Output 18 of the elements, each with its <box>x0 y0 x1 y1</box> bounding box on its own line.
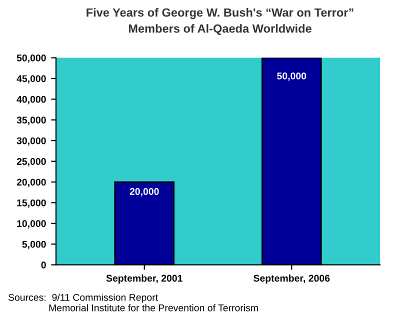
y-tick-label: 50,000 <box>16 54 46 63</box>
chart-title: Five Years of George W. Bush's “War on Terror” <box>86 8 354 20</box>
y-tick-label: 5,000 <box>22 240 46 250</box>
y-tick-label: 0 <box>41 262 46 268</box>
y-tick-label: 45,000 <box>16 75 46 84</box>
x-tick-label: September, 2001 <box>106 274 182 284</box>
x-tick-label: September, 2006 <box>254 274 330 284</box>
source-note: Sources: 9/11 Commission Report Memorial Institute for the Prevention of Terrorism <box>8 294 258 312</box>
chart-subtitle: Members of Al-Qaeda Worldwide <box>128 24 312 35</box>
y-tick-label: 10,000 <box>17 220 46 228</box>
y-tick-label: 30,000 <box>16 137 46 146</box>
y-tick-label: 20,000 <box>16 178 46 188</box>
data-label: 20,000 <box>130 188 159 196</box>
y-tick-label: 40,000 <box>16 96 46 104</box>
data-label: 50,000 <box>277 72 306 81</box>
y-tick-label: 35,000 <box>16 116 46 125</box>
y-tick-label: 25,000 <box>16 158 46 166</box>
y-tick-label: 15,000 <box>17 199 46 208</box>
